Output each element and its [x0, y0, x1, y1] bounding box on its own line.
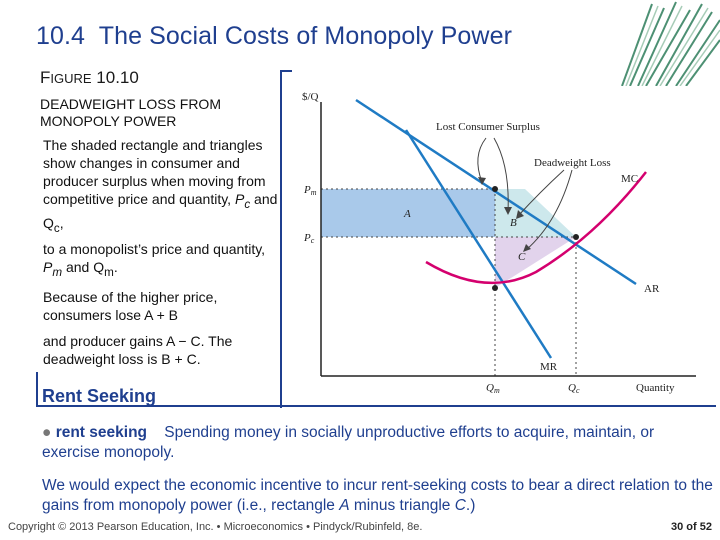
- paragraph-2-end: .: [113, 259, 118, 275]
- ar-label: AR: [644, 283, 660, 295]
- title-text: The Social Costs of Monopoly Power: [98, 22, 513, 50]
- definition-text: Spending money in socially unproductive …: [42, 424, 655, 461]
- mc-curve: [425, 171, 647, 285]
- qc-tick-label: Qc: [568, 382, 580, 395]
- page-current: 30: [670, 521, 684, 533]
- paragraph-2: to a monopolist’s price and quantity, Pm…: [43, 240, 279, 282]
- frame-bottom-rule: [36, 405, 716, 407]
- paragraph-1-and: and Q: [43, 191, 278, 231]
- region-b-label: B: [510, 217, 517, 229]
- figure-number: 10.10: [96, 68, 139, 87]
- rectangle-a-ref: A: [339, 497, 350, 514]
- bullet-icon: ●: [42, 424, 52, 441]
- triangle-c-ref: C: [454, 497, 466, 514]
- dwl-arrow-b: [517, 169, 565, 217]
- paragraph-1: The shaded rectangle and triangles show …: [43, 136, 279, 238]
- mr-curve: [404, 129, 553, 359]
- deadweight-loss-label: Deadweight Loss: [534, 157, 611, 169]
- page-total: 52: [699, 521, 712, 533]
- mc-label: MC: [621, 173, 638, 185]
- figure-label: FIGURE 10.10: [40, 68, 139, 88]
- mc-mr-point: [492, 285, 498, 291]
- figure-label-rest: IGURE: [50, 71, 92, 86]
- monopoly-point: [492, 186, 498, 192]
- frame-vertical-rule: [280, 70, 282, 408]
- region-a-label: A: [403, 208, 411, 220]
- qc-subscript: c: [53, 221, 60, 235]
- figure-caption: DEADWEIGHT LOSS FROM MONOPOLY POWER: [40, 96, 270, 130]
- qm-tick-label: Qm: [486, 382, 500, 395]
- figure-label-cap: F: [40, 68, 51, 87]
- frame-left-tick: [36, 372, 38, 406]
- paragraph-3: Because of the higher price, consumers l…: [43, 289, 218, 323]
- expectation-end: .): [465, 497, 476, 514]
- region-c-label: C: [518, 251, 526, 263]
- rent-seeking-paragraph: We would expect the economic incentive t…: [42, 476, 714, 516]
- copyright-footer: Copyright © 2013 Pearson Education, Inc.…: [8, 521, 423, 533]
- slide-title: 10.4 The Social Costs of Monopoly Power: [36, 22, 512, 51]
- frame-top-tick: [280, 70, 292, 72]
- pm-symbol: P: [43, 259, 53, 275]
- region-b-shape: [495, 189, 576, 237]
- region-c-shape: [495, 237, 576, 288]
- page-number: 30 of 52: [671, 521, 712, 533]
- definition-term: rent seeking: [55, 424, 147, 441]
- figure-caption-line1: DEADWEIGHT LOSS FROM: [40, 96, 221, 112]
- section-number: 10.4: [36, 22, 86, 50]
- lcs-arrowhead-b: [504, 207, 512, 215]
- deadweight-loss-chart: $/Q Quantity Pm Pc Qm Qc MC AR MR Lost C…: [302, 91, 696, 395]
- pm-tick-label: Pm: [303, 184, 317, 197]
- page-of: of: [686, 521, 697, 533]
- pc-tick-label: Pc: [303, 232, 315, 245]
- competitive-point: [573, 234, 579, 240]
- pm-subscript: m: [52, 265, 63, 279]
- ar-curve: [355, 98, 637, 286]
- y-axis-label: $/Q: [302, 91, 319, 103]
- paragraph-2-text: to a monopolist’s price and quantity,: [43, 241, 266, 257]
- region-a-shape: [321, 189, 495, 237]
- expectation-minus: minus triangle: [353, 497, 451, 514]
- paragraph-2-and: and Q: [65, 259, 105, 275]
- dwl-arrowhead-c: [523, 244, 531, 252]
- definition-block: ● rent seeking Spending money in sociall…: [42, 423, 702, 463]
- qm-subscript: m: [104, 265, 114, 279]
- expectation-text: We would expect the economic incentive t…: [42, 477, 713, 514]
- lcs-arrow-b: [493, 137, 509, 213]
- paragraph-1-text: The shaded rectangle and triangles show …: [43, 137, 266, 207]
- dwl-arrowhead-b: [516, 210, 524, 219]
- paragraph-1-end: ,: [59, 214, 64, 231]
- figure-caption-line2: MONOPOLY POWER: [40, 113, 177, 129]
- pc-symbol: P: [234, 191, 245, 207]
- dwl-arrow-c: [525, 169, 573, 251]
- lcs-arrow-a: [477, 137, 487, 183]
- corner-decoration: [612, 0, 720, 86]
- paragraph-4: and producer gains A − C. The deadweight…: [43, 333, 233, 367]
- lost-consumer-surplus-label: Lost Consumer Surplus: [436, 121, 540, 133]
- mr-label: MR: [540, 361, 558, 373]
- pc-subscript: c: [244, 197, 251, 211]
- x-axis-label: Quantity: [636, 382, 675, 394]
- section-heading: Rent Seeking: [42, 386, 157, 406]
- lcs-arrowhead-a: [478, 177, 486, 185]
